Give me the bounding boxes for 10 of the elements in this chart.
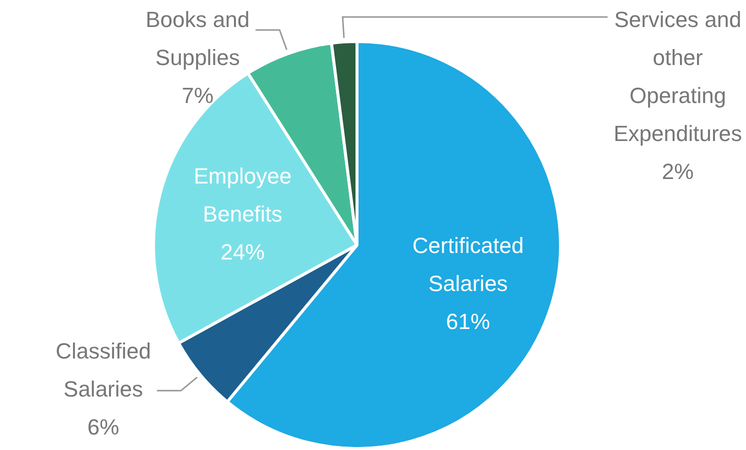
data-label: 61%: [446, 309, 490, 334]
slice-label: Classified Salaries: [56, 338, 151, 402]
slice-label: Certificated Salaries: [412, 233, 524, 296]
slice-label: Employee Benefits: [194, 164, 292, 227]
slice-label: Services and other Operating Expenditures: [614, 7, 742, 146]
slice-label: Books and Supplies: [146, 7, 250, 70]
data-label: 2%: [662, 159, 694, 184]
data-label: 7%: [182, 83, 214, 108]
data-label: 24%: [220, 240, 265, 265]
data-label: 6%: [87, 414, 120, 440]
